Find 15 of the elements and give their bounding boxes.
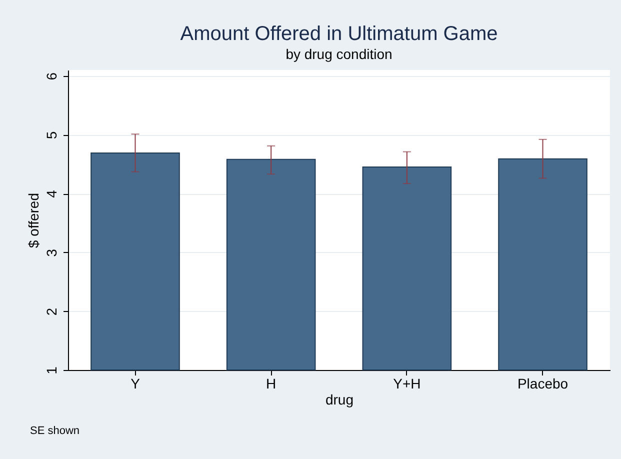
x-tick-label: H	[266, 376, 276, 392]
y-tick-label: 2	[44, 308, 60, 316]
x-tick-label: Placebo	[517, 376, 568, 392]
y-tick-label: 6	[44, 72, 60, 80]
x-tick-label: Y+H	[393, 376, 421, 392]
y-tick-label: 1	[44, 366, 60, 374]
text: SE shown	[30, 425, 80, 437]
y-tick-label: 5	[44, 131, 60, 140]
y-tick-label: 3	[44, 248, 60, 257]
x-tick-label: Y	[130, 376, 141, 392]
y-axis-title: $ offered	[26, 192, 42, 248]
y-tick-label: 4	[44, 190, 60, 198]
chart-title: Amount Offered in Ultimatum Game	[180, 23, 498, 45]
x-axis-title: drug	[325, 392, 354, 408]
chart-subtitle: by drug condition	[286, 46, 392, 62]
